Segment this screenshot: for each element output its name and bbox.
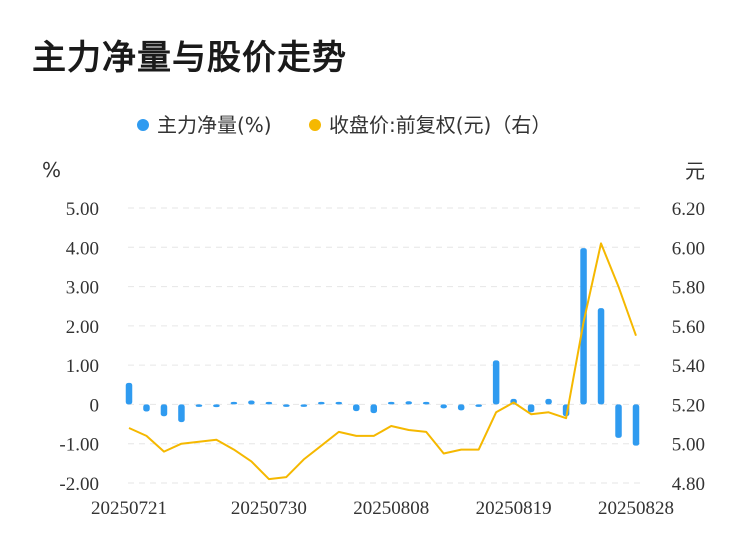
y-left-unit: %	[42, 158, 61, 182]
y-left-tick-label: 0	[90, 395, 100, 416]
bar	[597, 308, 605, 405]
legend: 主力净量(%) 收盘价:前复权(元)（右）	[137, 113, 551, 137]
y-right-tick-label: 6.20	[672, 199, 705, 220]
bar	[457, 404, 465, 411]
y-right-tick-label: 6.00	[672, 238, 705, 259]
bar	[527, 404, 535, 413]
legend-marker	[137, 119, 149, 131]
x-tick-label: 20250808	[353, 498, 429, 519]
bar	[265, 401, 273, 405]
bar	[632, 404, 640, 446]
y-left-tick-label: 1.00	[66, 356, 99, 377]
legend-marker	[309, 119, 321, 131]
bar	[213, 404, 220, 408]
bar	[195, 404, 203, 407]
y-right-unit: 元	[685, 159, 705, 183]
x-tick-label: 20250828	[598, 498, 674, 519]
bar-series	[125, 248, 640, 446]
y-right-tick-label: 5.00	[672, 435, 705, 456]
bar	[440, 404, 447, 409]
bar	[143, 404, 150, 412]
bar	[300, 404, 308, 407]
y-left-tick-label: 4.00	[66, 238, 99, 259]
price-line	[128, 242, 637, 481]
legend-label: 主力净量(%)	[157, 113, 272, 137]
bar	[318, 401, 325, 405]
x-tick-label: 20250730	[231, 498, 307, 519]
bar	[178, 404, 185, 423]
y-left-tick-label: 3.00	[66, 278, 99, 299]
y-left-tick-label: 2.00	[66, 317, 99, 338]
bar	[248, 400, 255, 405]
y-right-tick-label: 5.20	[672, 395, 705, 416]
y-left-tick-label: -1.00	[59, 435, 99, 456]
bar	[370, 404, 378, 414]
chart-title: 主力净量与股价走势	[32, 38, 347, 78]
bar	[125, 382, 133, 405]
bar	[422, 401, 430, 405]
bar	[492, 360, 500, 405]
bar	[353, 404, 360, 412]
y-left-tick-label: -2.00	[59, 474, 99, 495]
bar	[335, 401, 343, 405]
legend-label: 收盘价:前复权(元)（右）	[329, 113, 551, 137]
x-tick-label: 20250819	[476, 498, 552, 519]
bar	[545, 398, 552, 405]
y-right-tick-label: 4.80	[672, 474, 705, 495]
bar	[475, 404, 482, 407]
bar	[160, 404, 168, 417]
bar	[283, 404, 290, 407]
gridlines	[128, 207, 642, 484]
x-tick-label: 20250721	[91, 498, 167, 519]
axes: 5.00 6.20 4.00 6.00 3.00 5.80 2.00 5.60 1.00 5.40…	[42, 158, 705, 519]
y-right-tick-label: 5.60	[672, 317, 705, 338]
bar	[615, 404, 622, 438]
line-series	[128, 242, 637, 481]
bar	[230, 401, 238, 405]
bar	[405, 401, 412, 405]
y-right-tick-label: 5.40	[672, 356, 705, 377]
y-left-tick-label: 5.00	[66, 199, 99, 220]
bar	[387, 401, 395, 405]
y-right-tick-label: 5.80	[672, 278, 705, 299]
